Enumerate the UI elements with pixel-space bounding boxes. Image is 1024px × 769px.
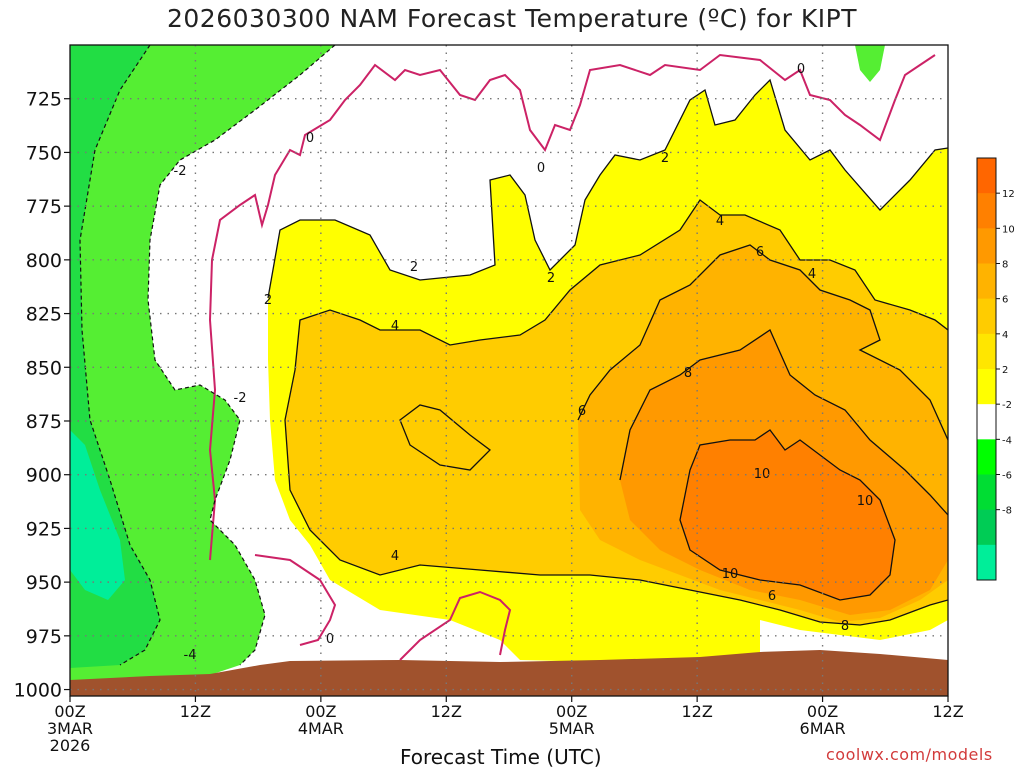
x-tick-label: 5MAR xyxy=(549,719,595,738)
x-tick-label: 12Z xyxy=(431,702,462,721)
y-tick-label: 1000 xyxy=(14,680,62,702)
colorbar-label: -6 xyxy=(1002,471,1012,482)
source-credit: coolwx.com/models xyxy=(826,745,993,764)
colorbar-bin xyxy=(977,334,996,370)
colorbar-label: -2 xyxy=(1002,400,1012,411)
colorbar-label: 8 xyxy=(1002,260,1008,271)
y-tick-label: 850 xyxy=(26,357,62,379)
colorbar-bin xyxy=(977,510,996,546)
colorbar-label: 6 xyxy=(1002,295,1008,306)
contour-label: 8 xyxy=(841,619,849,634)
contour-label: 8 xyxy=(684,366,692,381)
contour-label: -2 xyxy=(174,164,187,179)
y-tick-label: 975 xyxy=(26,626,62,648)
contour-label: 10 xyxy=(857,494,874,509)
contour-label: 2 xyxy=(661,151,669,166)
colorbar-label: 2 xyxy=(1002,365,1008,376)
contour-label: 4 xyxy=(391,549,399,564)
x-axis-label: Forecast Time (UTC) xyxy=(400,745,602,769)
colorbar-bin xyxy=(977,193,996,229)
contour-label: 2 xyxy=(410,260,418,275)
x-tick-label: 4MAR xyxy=(298,719,344,738)
y-tick-label: 775 xyxy=(26,196,62,218)
contour-label: 10 xyxy=(722,567,739,582)
colorbar-bin xyxy=(977,158,996,194)
y-tick-label: 950 xyxy=(26,572,62,594)
contour-label: 6 xyxy=(756,245,764,260)
contour-label: 6 xyxy=(768,589,776,604)
colorbar-bin xyxy=(977,299,996,335)
colorbar-label: -4 xyxy=(1002,435,1012,446)
y-tick-label: 925 xyxy=(26,518,62,540)
y-tick-label: 875 xyxy=(26,411,62,433)
contour-label: 0 xyxy=(537,161,545,176)
x-tick-label: 12Z xyxy=(681,702,712,721)
y-tick-label: 725 xyxy=(26,89,62,111)
colorbar-bin xyxy=(977,404,996,440)
colorbar-bin xyxy=(977,545,996,581)
y-tick-label: 900 xyxy=(26,465,62,487)
contour-label: 0 xyxy=(797,62,805,77)
y-tick-label: 800 xyxy=(26,250,62,272)
colorbar-label: -8 xyxy=(1002,506,1012,517)
colorbar-label: 4 xyxy=(1002,330,1008,341)
colorbar-bin xyxy=(977,369,996,405)
contour-label: 4 xyxy=(808,267,816,282)
colorbar-bin xyxy=(977,264,996,300)
colorbar-bin xyxy=(977,439,996,475)
colorbar-bin xyxy=(977,475,996,511)
x-tick-label: 2026 xyxy=(50,736,91,755)
contour-label: 0 xyxy=(326,632,334,647)
contour-label: 2 xyxy=(264,293,272,308)
contour-label: -2 xyxy=(234,391,247,406)
colorbar: 12 10 8 6 4 2 -2 -4 -6 -8 xyxy=(977,158,1015,581)
x-tick-label: 12Z xyxy=(180,702,211,721)
contour-label: 4 xyxy=(391,319,399,334)
y-tick-label: 825 xyxy=(26,304,62,326)
x-tick-label: 6MAR xyxy=(800,719,846,738)
contour-label: 2 xyxy=(547,271,555,286)
contour-label: 6 xyxy=(578,404,586,419)
colorbar-label: 10 xyxy=(1002,224,1015,235)
y-tick-label: 750 xyxy=(26,142,62,164)
contour-label: 4 xyxy=(716,214,724,229)
contour-label: -4 xyxy=(184,648,197,663)
x-tick-label: 12Z xyxy=(932,702,963,721)
colorbar-bin xyxy=(977,228,996,264)
colorbar-label: 12 xyxy=(1002,189,1015,200)
y-axis: 725 750 775 800 825 850 875 900 925 950 975 1000 xyxy=(14,89,70,702)
contour-label: 0 xyxy=(306,131,314,146)
